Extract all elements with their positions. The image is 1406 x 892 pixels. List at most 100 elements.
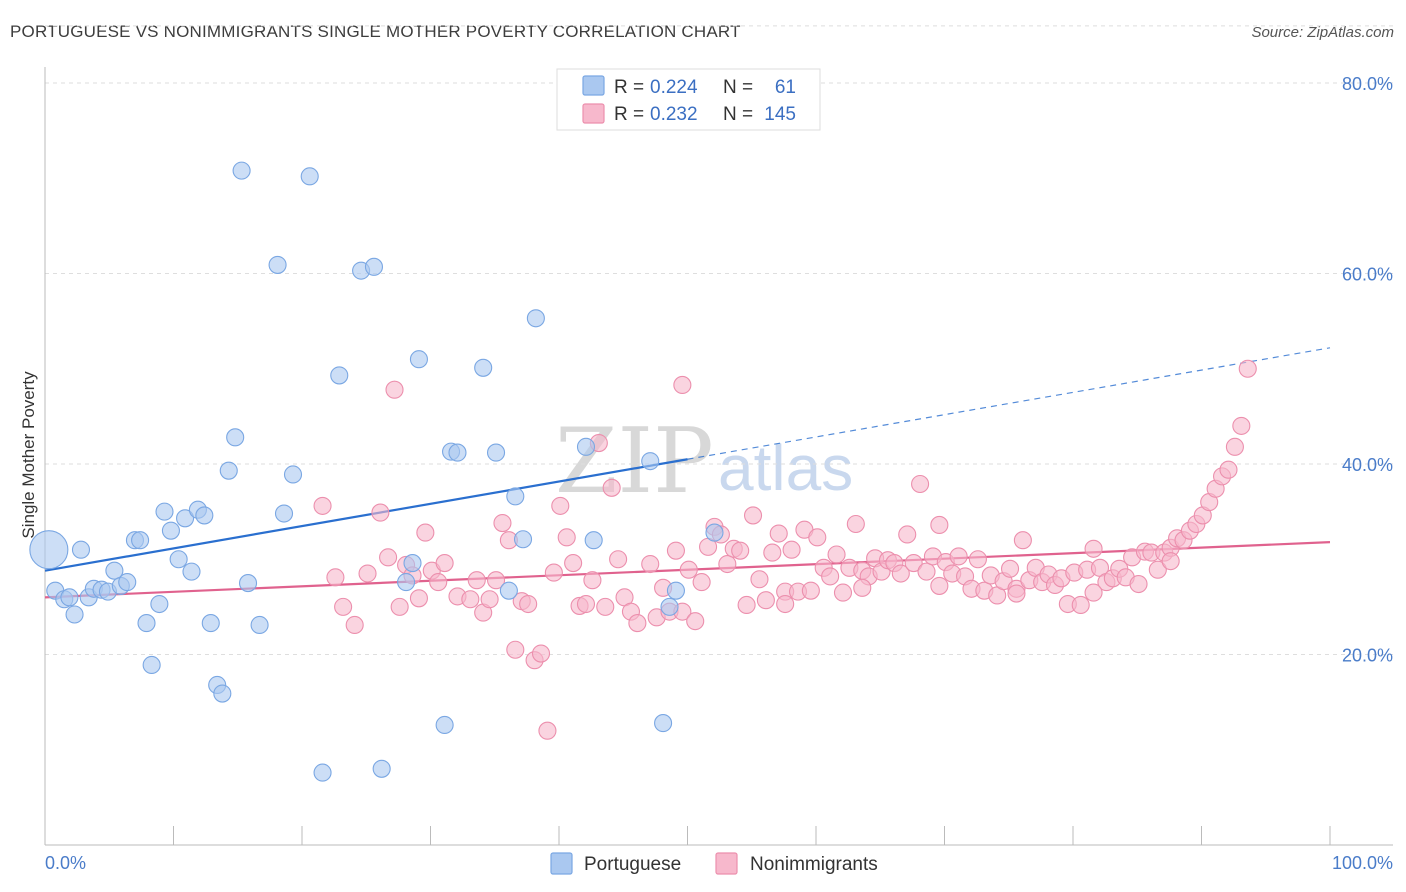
nonimmigrants-point <box>673 375 692 394</box>
nonimmigrants-point <box>776 594 795 614</box>
nonimmigrants-point <box>564 554 583 573</box>
portuguese-point <box>238 574 258 593</box>
chart-title: PORTUGUESE VS NONIMMIGRANTS SINGLE MOTHE… <box>10 22 741 41</box>
portuguese-point <box>60 588 79 607</box>
portuguese-point <box>435 715 454 735</box>
y-tick-label: 80.0% <box>1342 74 1393 94</box>
bottom-legend-swatch-portuguese <box>550 852 573 875</box>
nonimmigrants-point <box>385 380 404 399</box>
portuguese-point <box>486 443 506 462</box>
nonimmigrants-point <box>596 597 615 616</box>
nonimmigrants-point <box>679 560 698 579</box>
portuguese-points <box>29 161 724 782</box>
nonimmigrants-point <box>1000 559 1020 578</box>
nonimmigrants-point <box>557 528 576 547</box>
portuguese-point <box>313 763 332 782</box>
nonimmigrants-point <box>334 597 353 616</box>
nonimmigrants-point <box>486 571 506 590</box>
nonimmigrants-point <box>833 583 853 602</box>
portuguese-point <box>506 487 525 506</box>
portuguese-point <box>526 309 545 328</box>
nonimmigrants-point <box>358 564 377 583</box>
watermark-atlas: atlas <box>718 432 853 504</box>
nonimmigrants-point <box>821 567 840 586</box>
nonimmigrants-point <box>846 514 865 534</box>
nonimmigrants-point <box>756 591 775 610</box>
nonimmigrants-point <box>435 554 454 573</box>
nonimmigrants-point <box>461 590 480 609</box>
nonimmigrants-point <box>1071 595 1090 615</box>
portuguese-point <box>226 428 245 447</box>
nonimmigrants-point <box>891 564 910 583</box>
nonimmigrants-point <box>371 503 390 522</box>
portuguese-point <box>176 509 195 528</box>
nonimmigrants-point <box>692 573 711 592</box>
portuguese-point <box>397 573 416 592</box>
portuguese-point <box>641 452 660 471</box>
portuguese-point <box>201 614 220 633</box>
portuguese-point <box>219 461 238 480</box>
nonimmigrants-point <box>808 528 827 547</box>
watermark-zip: ZIP <box>555 409 714 514</box>
nonimmigrants-point <box>743 506 763 525</box>
nonimmigrants-point <box>853 578 872 597</box>
y-tick-labels: 20.0% 40.0% 60.0% 80.0% <box>1342 74 1393 666</box>
nonimmigrants-point <box>1232 416 1251 435</box>
nonimmigrants-point <box>750 570 769 589</box>
nonimmigrants-point <box>930 576 949 595</box>
nonimmigrants-point <box>801 581 820 600</box>
legend-n-value-portuguese: 61 <box>775 77 796 98</box>
nonimmigrants-point <box>769 524 788 543</box>
nonimmigrants-point <box>1238 359 1257 378</box>
portuguese-point <box>330 366 349 385</box>
portuguese-trend-extension <box>687 347 1331 460</box>
nonimmigrants-point <box>911 474 930 494</box>
bottom-legend-label-nonimmigrants: Nonimmigrants <box>750 854 878 875</box>
portuguese-point <box>150 594 169 614</box>
bottom-legend-swatch-nonimmigrants <box>715 852 738 875</box>
nonimmigrants-point <box>1219 460 1238 479</box>
chart-source: Source: ZipAtlas.com <box>1251 24 1394 41</box>
legend-r-label-portuguese: R = <box>614 77 644 98</box>
nonimmigrants-point <box>628 614 647 633</box>
y-axis-label: Single Mother Poverty <box>19 371 38 539</box>
nonimmigrants-point <box>1013 531 1032 550</box>
portuguese-point <box>513 530 533 549</box>
portuguese-point <box>169 550 188 569</box>
axes <box>44 67 1393 846</box>
portuguese-point <box>161 521 180 540</box>
portuguese-point <box>705 523 724 542</box>
nonimmigrants-point <box>313 496 332 515</box>
portuguese-point <box>250 615 269 635</box>
nonimmigrants-point <box>544 563 563 582</box>
portuguese-trend-line <box>44 458 688 572</box>
nonimmigrants-point <box>493 514 512 533</box>
bottom-legend: Portuguese Nonimmigrants <box>550 852 878 875</box>
nonimmigrants-point <box>782 540 801 559</box>
nonimmigrants-point <box>827 545 846 564</box>
nonimmigrants-points <box>313 359 1257 740</box>
nonimmigrants-point <box>1225 437 1244 456</box>
portuguese-point <box>137 614 156 633</box>
bottom-legend-label-portuguese: Portuguese <box>584 854 681 875</box>
nonimmigrants-point <box>718 554 737 574</box>
nonimmigrants-point <box>686 612 705 631</box>
nonimmigrants-point <box>930 515 949 535</box>
nonimmigrants-point <box>1084 539 1103 558</box>
portuguese-point <box>155 502 174 521</box>
nonimmigrants-point <box>379 548 398 567</box>
legend-n-label-portuguese: N = <box>723 77 753 98</box>
portuguese-point <box>29 530 69 570</box>
portuguese-point <box>666 581 685 600</box>
portuguese-point <box>300 167 319 186</box>
portuguese-point <box>213 684 232 703</box>
portuguese-point <box>195 506 214 525</box>
nonimmigrants-point <box>917 562 936 581</box>
nonimmigrants-point <box>583 571 602 590</box>
nonimmigrants-point <box>467 571 486 590</box>
top-legend: R = 0.224 N = 61 R = 0.232 N = 145 <box>556 68 821 131</box>
nonimmigrants-point <box>551 496 570 515</box>
nonimmigrants-point <box>1129 574 1148 594</box>
y-tick-label: 40.0% <box>1342 455 1393 475</box>
